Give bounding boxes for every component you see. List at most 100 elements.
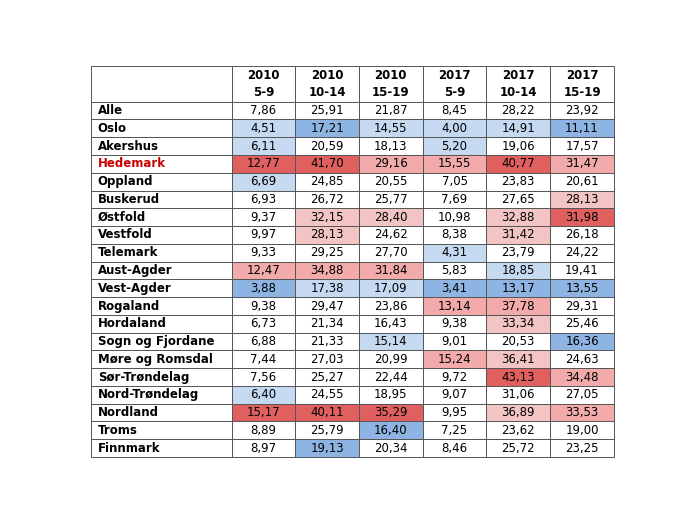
Bar (295, 333, 359, 351)
Bar (486, 226, 550, 244)
Bar (295, 208, 359, 226)
Text: 25,46: 25,46 (566, 318, 599, 330)
Bar (359, 120, 422, 137)
Bar (486, 102, 550, 120)
Text: 2010
5-9: 2010 5-9 (247, 69, 279, 99)
Bar (92, 279, 232, 297)
Text: 7,44: 7,44 (250, 353, 277, 366)
Text: 32,88: 32,88 (502, 211, 535, 224)
Bar (92, 137, 232, 155)
Bar (550, 315, 614, 333)
Text: 33,34: 33,34 (502, 318, 535, 330)
Bar (359, 386, 422, 404)
Text: 19,13: 19,13 (310, 442, 344, 455)
Text: 28,13: 28,13 (566, 193, 599, 206)
Text: 8,46: 8,46 (442, 442, 468, 455)
Text: 8,89: 8,89 (250, 424, 277, 437)
Bar (422, 102, 486, 120)
Text: 40,11: 40,11 (310, 406, 344, 419)
Text: 33,53: 33,53 (566, 406, 599, 419)
Bar (92, 244, 232, 262)
Text: 31,98: 31,98 (566, 211, 599, 224)
Bar (422, 191, 486, 208)
Text: 12,47: 12,47 (246, 264, 280, 277)
Text: 20,53: 20,53 (502, 335, 535, 348)
Bar (359, 137, 422, 155)
Text: 34,88: 34,88 (310, 264, 344, 277)
Text: 15,14: 15,14 (374, 335, 408, 348)
Bar (232, 244, 295, 262)
Bar (232, 172, 295, 191)
Text: 29,47: 29,47 (310, 299, 344, 312)
Text: 31,42: 31,42 (502, 228, 535, 241)
Text: 18,85: 18,85 (502, 264, 535, 277)
Text: 25,91: 25,91 (310, 104, 344, 117)
Text: Hordaland: Hordaland (98, 318, 166, 330)
Bar (486, 244, 550, 262)
Text: 41,70: 41,70 (310, 157, 344, 170)
Text: 6,69: 6,69 (250, 175, 277, 188)
Bar (232, 422, 295, 439)
Text: 36,89: 36,89 (502, 406, 535, 419)
Text: 16,43: 16,43 (374, 318, 408, 330)
Bar (92, 102, 232, 120)
Bar (295, 351, 359, 368)
Bar (92, 226, 232, 244)
Text: 7,25: 7,25 (442, 424, 468, 437)
Text: Akershus: Akershus (98, 140, 159, 153)
Text: Oslo: Oslo (98, 122, 127, 135)
Bar (486, 279, 550, 297)
Text: 27,05: 27,05 (566, 388, 599, 401)
Text: 20,34: 20,34 (374, 442, 407, 455)
Text: 19,06: 19,06 (502, 140, 535, 153)
Text: 29,16: 29,16 (374, 157, 408, 170)
Text: 23,92: 23,92 (566, 104, 599, 117)
Bar (295, 155, 359, 173)
Bar (550, 172, 614, 191)
Text: 9,37: 9,37 (250, 211, 277, 224)
Bar (422, 422, 486, 439)
Bar (359, 315, 422, 333)
Text: 20,99: 20,99 (374, 353, 408, 366)
Bar (486, 137, 550, 155)
Bar (92, 351, 232, 368)
Text: 14,55: 14,55 (374, 122, 407, 135)
Text: 27,65: 27,65 (502, 193, 535, 206)
Text: 5,83: 5,83 (442, 264, 467, 277)
Text: 23,79: 23,79 (502, 246, 535, 259)
Text: 9,97: 9,97 (250, 228, 277, 241)
Bar (92, 422, 232, 439)
Text: 17,38: 17,38 (310, 282, 344, 295)
Text: 27,70: 27,70 (374, 246, 408, 259)
Bar (232, 155, 295, 173)
Text: 11,11: 11,11 (565, 122, 599, 135)
Bar (92, 386, 232, 404)
Bar (359, 333, 422, 351)
Bar (295, 102, 359, 120)
Text: Aust-Agder: Aust-Agder (98, 264, 173, 277)
Bar (422, 439, 486, 457)
Bar (359, 191, 422, 208)
Text: Østfold: Østfold (98, 211, 146, 224)
Text: 29,31: 29,31 (566, 299, 599, 312)
Bar (92, 172, 232, 191)
Bar (232, 315, 295, 333)
Bar (359, 439, 422, 457)
Bar (92, 368, 232, 386)
Bar (422, 208, 486, 226)
Bar (232, 191, 295, 208)
Bar (92, 262, 232, 279)
Bar (550, 226, 614, 244)
Text: 9,72: 9,72 (442, 370, 468, 383)
Bar (359, 155, 422, 173)
Bar (550, 208, 614, 226)
Bar (550, 368, 614, 386)
Bar (359, 351, 422, 368)
Bar (295, 172, 359, 191)
Bar (486, 422, 550, 439)
Text: 27,03: 27,03 (310, 353, 344, 366)
Text: Telemark: Telemark (98, 246, 158, 259)
Text: 16,36: 16,36 (566, 335, 599, 348)
Text: Rogaland: Rogaland (98, 299, 160, 312)
Bar (550, 297, 614, 315)
